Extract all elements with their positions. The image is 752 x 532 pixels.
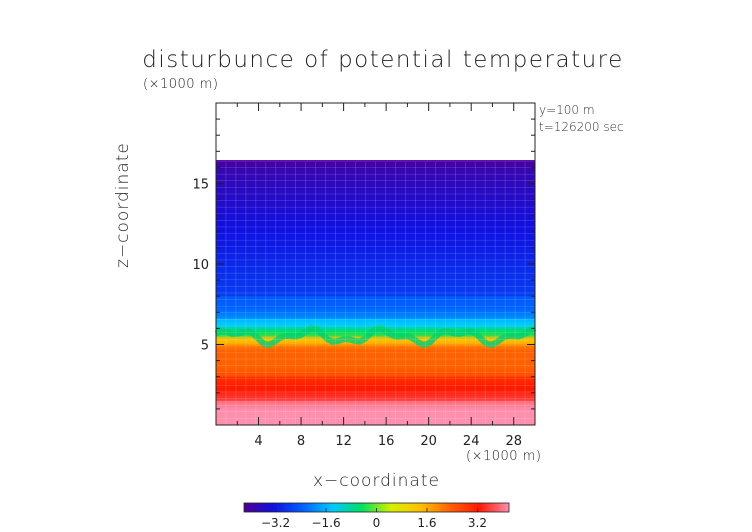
x-tick-label: 28 <box>505 434 522 449</box>
colorbar-tick-label: 1.6 <box>417 516 436 530</box>
chart-title: disturbunce of potential temperature <box>142 47 624 73</box>
y-axis-unit: (×1000 m) <box>143 77 219 92</box>
x-tick-label: 24 <box>463 434 480 449</box>
x-axis-unit: (×1000 m) <box>466 449 542 464</box>
layer-band-10 <box>216 160 535 168</box>
plot-axes: 4 8 12 16 20 24 28 5 10 15 <box>192 102 536 449</box>
layer-band-8 <box>216 296 535 319</box>
x-tick-label: 8 <box>297 434 305 449</box>
colorbar-tick-label: 0 <box>373 516 381 530</box>
colorbar-tick-label: −3.2 <box>261 516 290 530</box>
colorbar: −3.2 −1.6 0 1.6 3.2 <box>243 502 510 530</box>
front-contour <box>214 325 537 348</box>
annotation-time: t=126200 sec <box>539 120 624 134</box>
potential-temperature-field <box>216 160 535 425</box>
layer-band-1 <box>216 400 535 421</box>
layer-band-0 <box>216 420 535 425</box>
annotation-y-position: y=100 m <box>539 103 595 117</box>
layer-band-5 <box>216 336 535 345</box>
plot-area <box>214 159 537 425</box>
layer-band-9 <box>216 160 535 297</box>
x-axis-label: x−coordinate <box>313 471 440 491</box>
layer-band-4 <box>216 344 535 358</box>
colorbar-tick-label: −1.6 <box>311 516 340 530</box>
x-tick-label: 12 <box>335 434 352 449</box>
layer-band-2 <box>216 376 535 401</box>
x-tick-label: 4 <box>254 434 262 449</box>
layer-band-3 <box>216 357 535 377</box>
layer-band-7 <box>216 318 535 329</box>
y-tick-label: 10 <box>192 258 209 273</box>
y-tick-label: 15 <box>192 178 209 193</box>
x-tick-label: 20 <box>420 434 437 449</box>
x-tick-label: 16 <box>378 434 395 449</box>
y-tick-label: 5 <box>201 339 209 354</box>
colorbar-tick-label: 3.2 <box>468 516 487 530</box>
